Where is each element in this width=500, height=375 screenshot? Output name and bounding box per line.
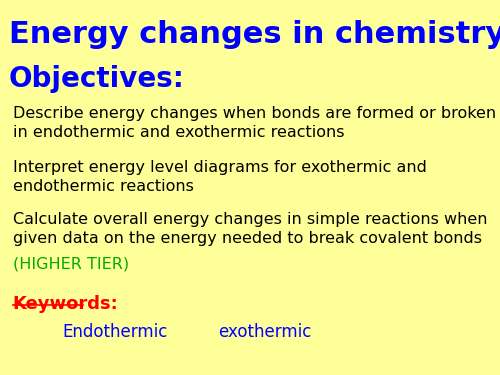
Text: Objectives:: Objectives: [9,64,185,93]
Text: (HIGHER TIER): (HIGHER TIER) [13,256,129,272]
Text: exothermic: exothermic [218,323,312,341]
Text: Energy changes in chemistry: Energy changes in chemistry [9,20,500,49]
Text: Calculate overall energy changes in simple reactions when
given data on the ener: Calculate overall energy changes in simp… [13,212,488,246]
Text: Endothermic: Endothermic [62,323,168,341]
Text: Keywords:: Keywords: [13,296,118,314]
Text: Describe energy changes when bonds are formed or broken
in endothermic and exoth: Describe energy changes when bonds are f… [13,106,496,140]
Text: Interpret energy level diagrams for exothermic and
endothermic reactions: Interpret energy level diagrams for exot… [13,160,426,194]
